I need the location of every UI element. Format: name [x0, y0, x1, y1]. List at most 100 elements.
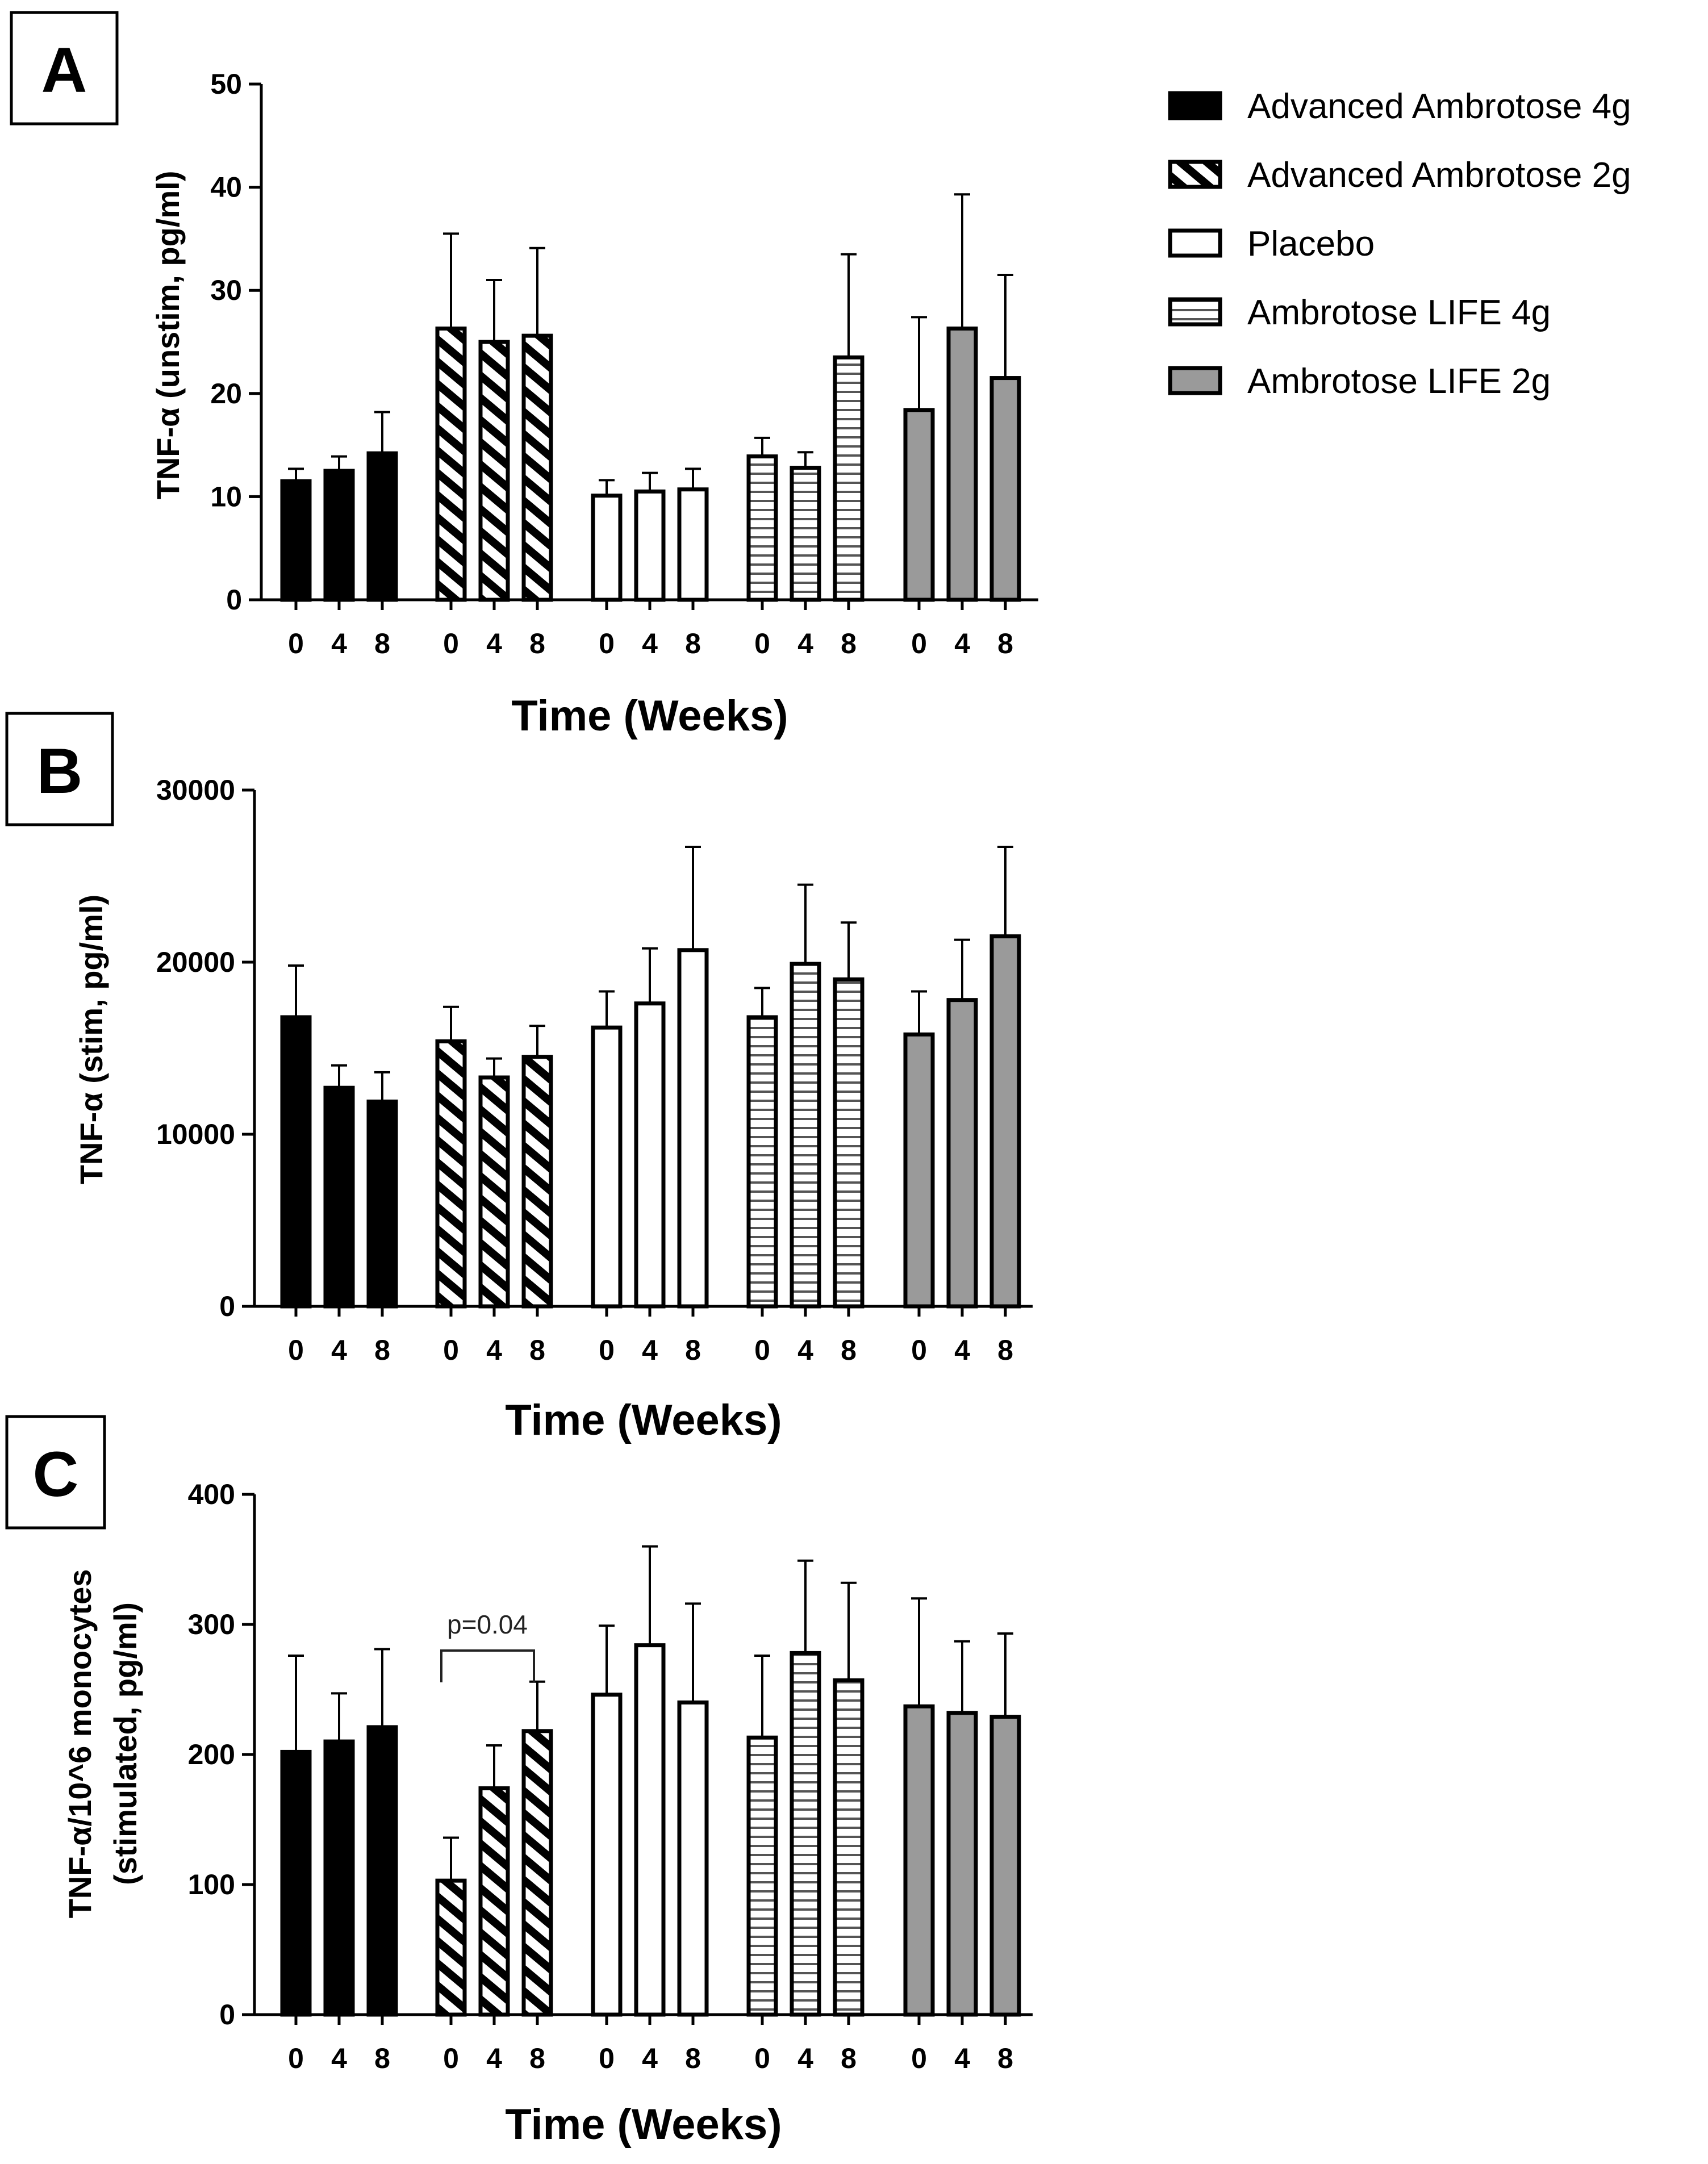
legend-label: Advanced Ambrotose 4g [1247, 87, 1631, 126]
x-tick-label: 4 [642, 1334, 658, 1366]
bar-advanced-ambrotose-2g-week-8 [521, 1729, 553, 2017]
bar-ambrotose-life-2g-week-4 [946, 998, 978, 1309]
x-tick-label: 8 [374, 2042, 390, 2074]
panel-b-x-axis-label: Time (Weeks) [505, 1396, 782, 1444]
x-tick-label: 0 [443, 1334, 459, 1366]
bar-ambrotose-life-4g-week-0 [746, 454, 778, 602]
x-tick-label: 4 [331, 628, 347, 659]
x-tick-label: 0 [911, 628, 927, 659]
panel-c-y-axis-label-line1: TNF-α/10^6 monocytes [62, 1569, 98, 1919]
bar-placebo-week-0 [591, 1693, 623, 2017]
x-tick-label: 8 [685, 2042, 701, 2074]
y-tick-label: 20000 [156, 946, 235, 978]
x-tick-label: 0 [754, 628, 770, 659]
legend-label: Ambrotose LIFE 4g [1247, 293, 1551, 332]
x-tick-label: 8 [374, 1334, 390, 1366]
bar-advanced-ambrotose-4g-week-4 [323, 1739, 355, 2017]
panel-a-y-axis-label: TNF-α (unstim, pg/ml) [150, 171, 186, 500]
x-tick-label: 0 [288, 628, 304, 659]
x-tick-label: 4 [954, 628, 970, 659]
x-tick-label: 8 [529, 2042, 545, 2074]
bar-advanced-ambrotose-2g-week-4 [478, 1786, 510, 2017]
bar-ambrotose-life-2g-week-4 [946, 1711, 978, 2017]
bar-ambrotose-life-4g-week-4 [790, 1651, 821, 2017]
x-tick-label: 4 [331, 2042, 347, 2074]
bar-placebo-week-0 [591, 494, 623, 602]
bar-advanced-ambrotose-2g-week-8 [521, 1055, 553, 1309]
y-tick-label: 50 [210, 68, 242, 100]
bar-ambrotose-life-2g-week-0 [903, 1704, 935, 2017]
bar-advanced-ambrotose-2g-week-0 [435, 1039, 467, 1309]
panel-a-letter-box [10, 11, 119, 126]
x-tick-label: 8 [529, 628, 545, 659]
x-tick-label: 4 [486, 628, 502, 659]
x-tick-label: 4 [331, 1334, 347, 1366]
bar-advanced-ambrotose-4g-week-0 [280, 1015, 312, 1309]
y-tick-label: 0 [219, 1999, 235, 2031]
legend-swatch-solid [1168, 91, 1222, 120]
panel-b-letter: B [37, 736, 83, 807]
y-tick-label: 30000 [156, 774, 235, 806]
x-tick-label: 8 [685, 628, 701, 659]
bar-advanced-ambrotose-4g-week-0 [280, 479, 312, 602]
bar-advanced-ambrotose-4g-week-4 [323, 1085, 355, 1309]
panel-c-x-axis-label: Time (Weeks) [505, 2100, 782, 2149]
x-tick-label: 4 [797, 1334, 813, 1366]
x-tick-label: 4 [486, 2042, 502, 2074]
bar-advanced-ambrotose-4g-week-8 [366, 1725, 398, 2017]
x-tick-label: 4 [797, 2042, 813, 2074]
bar-ambrotose-life-4g-week-0 [746, 1015, 778, 1309]
y-tick-label: 30 [210, 274, 242, 306]
bar-advanced-ambrotose-2g-week-4 [478, 1075, 510, 1309]
panel-b-y-axis-label: TNF-α (stim, pg/ml) [73, 895, 109, 1184]
bar-advanced-ambrotose-2g-week-0 [435, 1878, 467, 2017]
y-tick-label: 0 [226, 584, 242, 616]
x-tick-label: 0 [911, 2042, 927, 2074]
bar-ambrotose-life-2g-week-0 [903, 408, 935, 602]
legend-swatch-horiz [1168, 297, 1222, 327]
bar-placebo-week-8 [677, 1700, 709, 2017]
panel-c-y-axis-label-line2: (stimulated, pg/ml) [107, 1602, 143, 1885]
x-tick-label: 0 [599, 2042, 615, 2074]
x-tick-label: 0 [443, 628, 459, 659]
bar-advanced-ambrotose-4g-week-4 [323, 469, 355, 602]
bar-advanced-ambrotose-4g-week-8 [366, 451, 398, 602]
bar-ambrotose-life-4g-week-8 [833, 355, 865, 602]
bar-placebo-week-4 [634, 1001, 666, 1309]
x-tick-label: 8 [997, 1334, 1013, 1366]
y-tick-label: 20 [210, 378, 242, 410]
y-tick-label: 0 [219, 1290, 235, 1322]
significance-annotation: p=0.04 [447, 1610, 528, 1639]
x-tick-label: 4 [642, 628, 658, 659]
y-tick-label: 100 [188, 1869, 235, 1900]
x-tick-label: 0 [288, 1334, 304, 1366]
bar-placebo-week-0 [591, 1025, 623, 1309]
y-tick-label: 10 [210, 481, 242, 512]
legend: Advanced Ambrotose 4g Advanced Ambrotose … [1168, 87, 1631, 401]
panel-c-letter: C [33, 1439, 79, 1510]
x-tick-label: 0 [599, 1334, 615, 1366]
x-tick-label: 4 [486, 1334, 502, 1366]
x-tick-label: 4 [954, 1334, 970, 1366]
x-tick-label: 0 [599, 628, 615, 659]
x-tick-label: 8 [529, 1334, 545, 1366]
x-tick-label: 4 [642, 2042, 658, 2074]
bar-placebo-week-4 [634, 489, 666, 602]
bar-ambrotose-life-2g-week-8 [989, 934, 1021, 1309]
x-tick-label: 4 [797, 628, 813, 659]
panel-c: C TNF-α/10^6 monocytes (stimulated, pg/m… [5, 1415, 1033, 2149]
legend-swatch-gray [1168, 366, 1222, 395]
x-tick-label: 0 [288, 2042, 304, 2074]
legend-label: Ambrotose LIFE 2g [1247, 362, 1551, 401]
panel-a-x-axis-label: Time (Weeks) [511, 692, 788, 740]
bar-ambrotose-life-2g-week-4 [946, 326, 978, 602]
bar-ambrotose-life-4g-week-0 [746, 1735, 778, 2017]
x-tick-label: 8 [374, 628, 390, 659]
bar-ambrotose-life-2g-week-8 [989, 376, 1021, 602]
bar-advanced-ambrotose-2g-week-4 [478, 340, 510, 602]
bar-advanced-ambrotose-2g-week-8 [521, 333, 553, 602]
